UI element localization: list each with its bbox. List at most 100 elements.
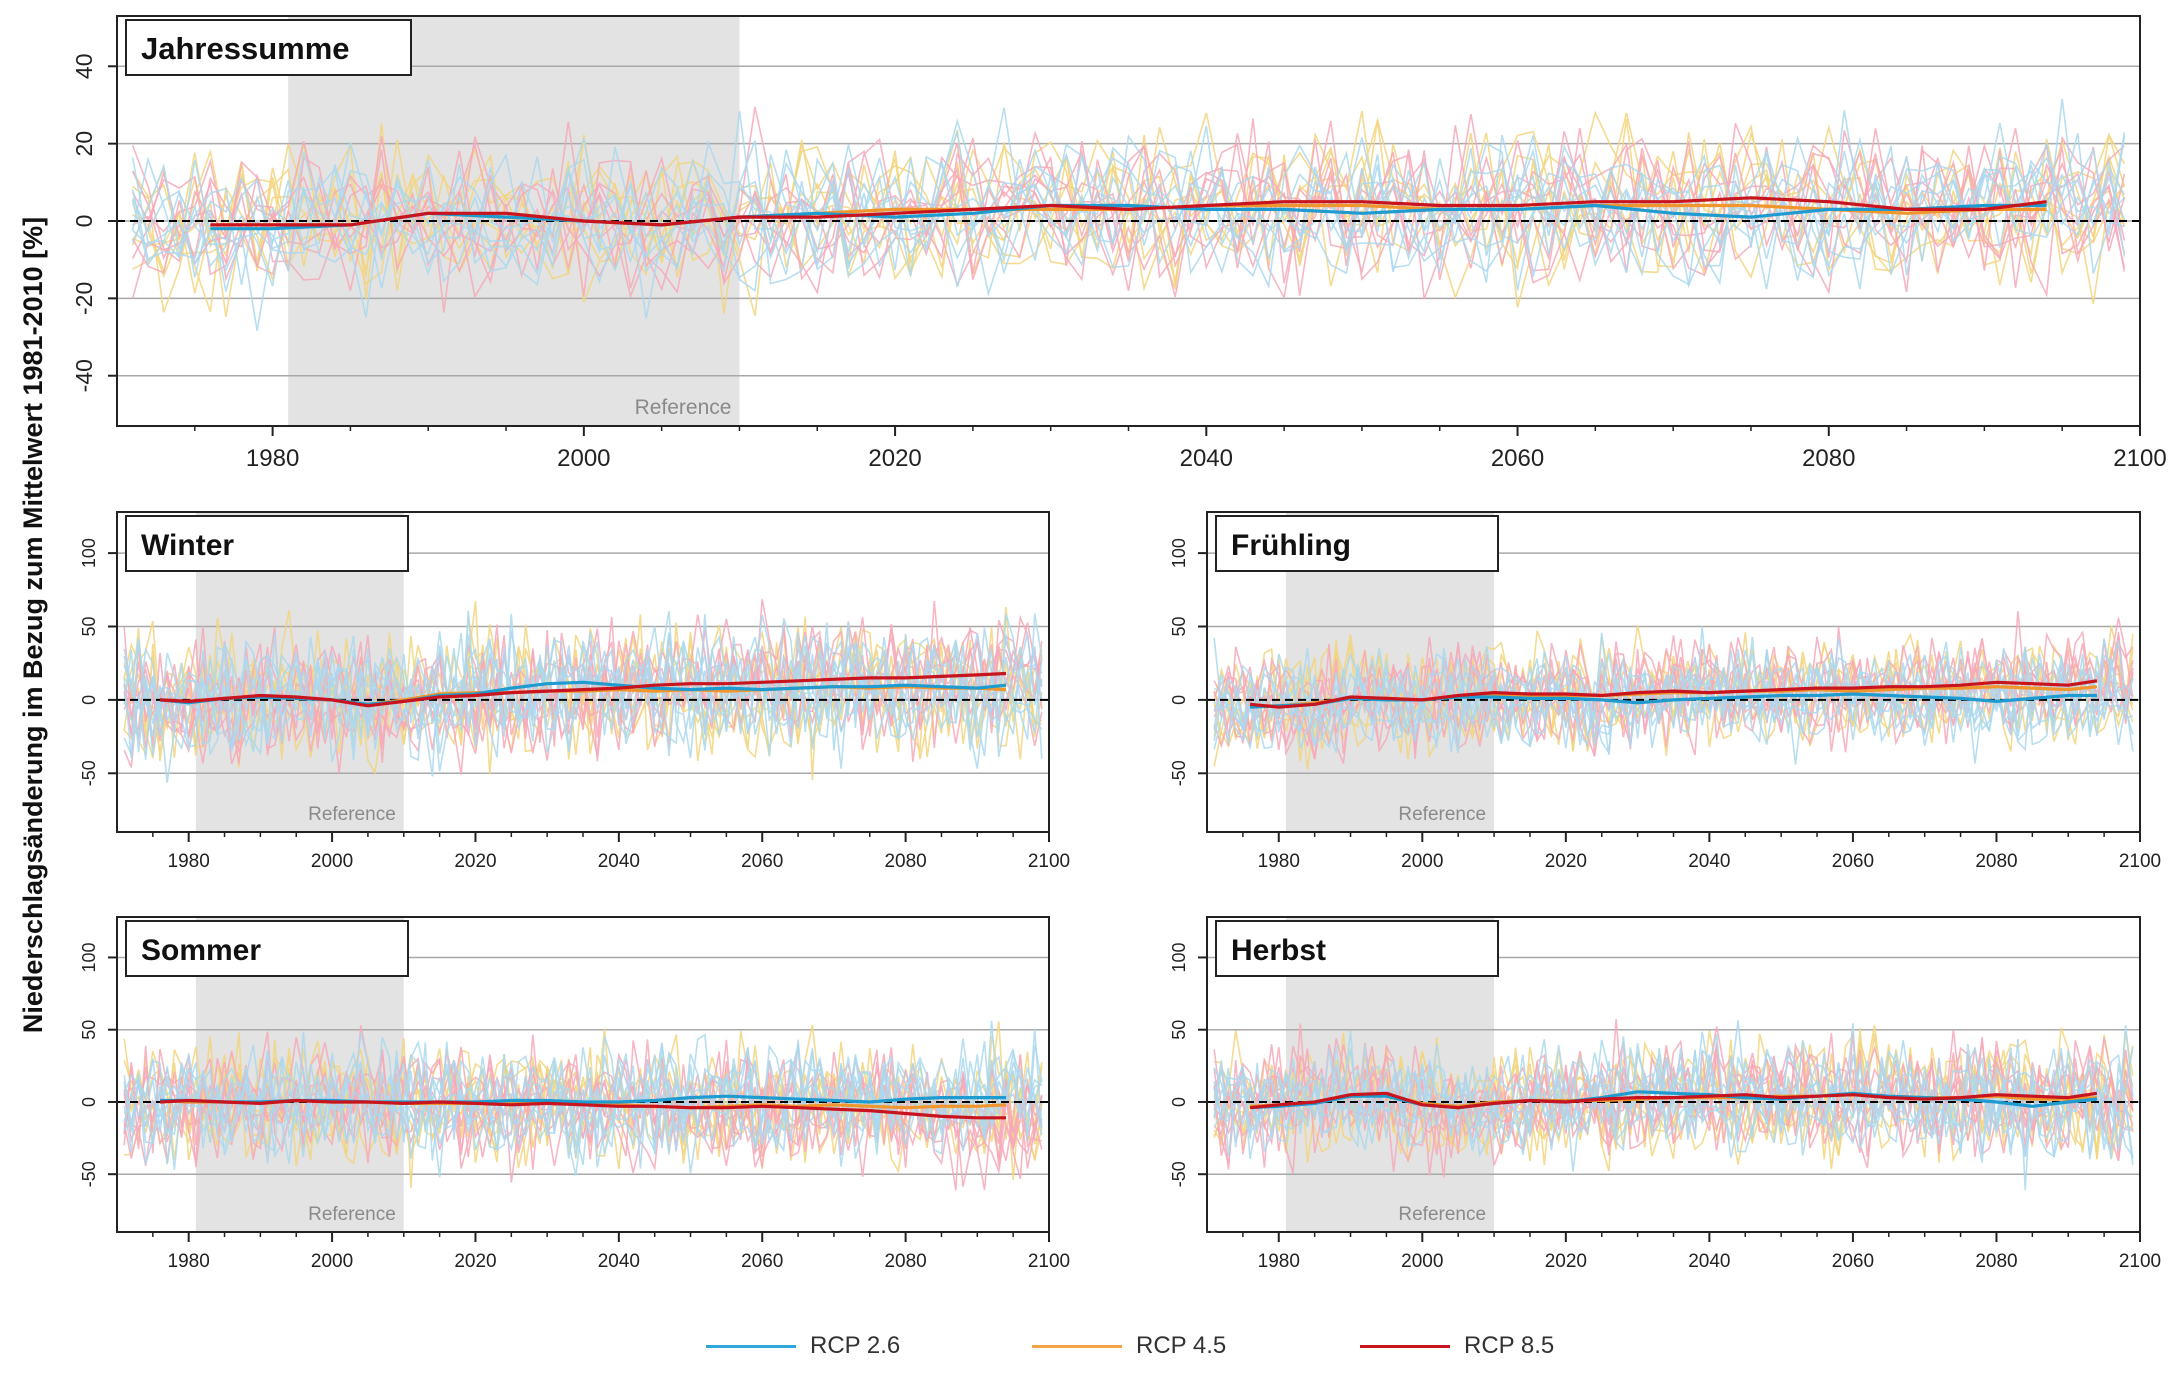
x-tick-label: 2080 xyxy=(1975,851,2017,872)
x-tick-label: 2060 xyxy=(741,851,783,872)
mean-line-rcp85 xyxy=(210,196,2047,227)
ensemble-line-rcp26 xyxy=(1213,1023,2134,1191)
x-tick-label: 2040 xyxy=(1688,1251,1730,1272)
legend: RCP 2.6 RCP 4.5 RCP 8.5 xyxy=(700,1326,1600,1366)
panel-title: Frühling xyxy=(1231,529,1351,562)
x-tick-label: 2100 xyxy=(2119,1251,2161,1272)
ensemble-members xyxy=(123,1020,1043,1191)
reference-label: Reference xyxy=(308,804,396,825)
x-tick-label: 2020 xyxy=(454,851,496,872)
ensemble-line-rcp85 xyxy=(131,106,2126,313)
y-tick-label: -50 xyxy=(79,760,99,786)
x-tick-label: 2060 xyxy=(1832,1251,1874,1272)
mean-line-rcp85 xyxy=(159,671,1007,708)
panel-title: Herbst xyxy=(1231,934,1326,967)
ensemble-line-rcp26 xyxy=(1213,638,2134,748)
x-tick-label: 2080 xyxy=(884,1251,926,1272)
panel-herbst: Reference Herbst 1980 2000 2020 2040 2060 2080 2… xyxy=(1169,916,2161,1272)
ensemble-members xyxy=(1213,1019,2134,1191)
ensemble-line-rcp26 xyxy=(131,136,2125,298)
x-tick-label: 2000 xyxy=(311,1251,353,1272)
legend-label-rcp45: RCP 4.5 xyxy=(1136,1332,1227,1359)
legend-item-rcp26: RCP 2.6 xyxy=(706,1326,900,1366)
panel-fruehling: Reference Frühling 1980 2000 2020 2040 2060 208… xyxy=(1169,511,2161,872)
reference-label: Reference xyxy=(1398,1204,1486,1225)
mean-line-rcp26 xyxy=(210,203,2047,231)
y-tick-label: 50 xyxy=(1169,1020,1189,1040)
x-tick-label: 2060 xyxy=(1832,851,1874,872)
x-tick-label: 1980 xyxy=(1258,851,1300,872)
panel-title-box xyxy=(125,920,409,977)
mean-line-rcp85 xyxy=(159,1098,1006,1120)
ensemble-line-rcp26 xyxy=(1213,1024,2134,1159)
ensemble-line-rcp26 xyxy=(123,622,1043,762)
panel-sommer: Reference Sommer 1980 2000 2020 2040 2060 2080 2… xyxy=(79,916,1070,1272)
legend-swatch-rcp45 xyxy=(1032,1344,1122,1348)
reference-label: Reference xyxy=(308,1204,396,1225)
ensemble-line-rcp26 xyxy=(123,634,1043,761)
y-tick-label: 0 xyxy=(1169,695,1189,705)
x-tick-label: 2020 xyxy=(1545,851,1587,872)
ensemble-line-rcp26 xyxy=(1213,1030,2134,1163)
mean-line-rcp85 xyxy=(1249,1091,2098,1110)
x-tick-label: 2040 xyxy=(598,1251,640,1272)
x-tick-label: 1980 xyxy=(168,1251,210,1272)
y-tick-label: 100 xyxy=(79,942,99,972)
y-tick-label: 0 xyxy=(79,1097,99,1107)
y-tick-label: 100 xyxy=(79,538,99,568)
panel-title: Winter xyxy=(141,529,234,562)
x-tick-label: 1980 xyxy=(168,851,210,872)
ensemble-line-rcp26 xyxy=(1213,1031,2134,1159)
x-tick-label: 2000 xyxy=(1401,851,1443,872)
x-tick-label: 2000 xyxy=(1401,1251,1443,1272)
x-tick-label: 2020 xyxy=(868,445,921,472)
ensemble-line-rcp85 xyxy=(131,121,2126,299)
x-tick-label: 2080 xyxy=(1975,1251,2017,1272)
y-tick-label: 50 xyxy=(79,616,99,636)
panel-title: Sommer xyxy=(141,934,261,967)
y-tick-label: 0 xyxy=(1169,1097,1189,1107)
ensemble-line-rcp26 xyxy=(131,118,2126,286)
legend-item-rcp45: RCP 4.5 xyxy=(1032,1326,1226,1366)
x-tick-label: 2100 xyxy=(1028,1251,1070,1272)
y-tick-label: -40 xyxy=(71,359,97,392)
x-tick-label: 1980 xyxy=(1258,1251,1300,1272)
y-tick-label: -50 xyxy=(1169,1161,1189,1187)
x-tick-label: 2060 xyxy=(1491,445,1544,472)
panel-title-box xyxy=(1215,515,1499,572)
x-tick-label: 1980 xyxy=(246,445,299,472)
x-tick-label: 2000 xyxy=(557,445,610,472)
panel-title: Jahressumme xyxy=(141,31,350,66)
legend-label-rcp85: RCP 8.5 xyxy=(1464,1332,1555,1359)
x-tick-label: 2020 xyxy=(1545,1251,1587,1272)
panel-title-box xyxy=(125,19,412,76)
ensemble-line-rcp26 xyxy=(131,110,2125,283)
ensemble-line-rcp26 xyxy=(123,1037,1043,1165)
x-tick-label: 2040 xyxy=(1688,851,1730,872)
reference-label: Reference xyxy=(1398,804,1486,825)
reference-label: Reference xyxy=(635,396,732,419)
panel-title-box xyxy=(1215,920,1499,977)
y-tick-label: -50 xyxy=(79,1161,99,1187)
ensemble-line-rcp26 xyxy=(123,1042,1043,1161)
legend-swatch-rcp26 xyxy=(706,1344,796,1348)
y-tick-label: 50 xyxy=(1169,616,1189,636)
y-tick-label: 20 xyxy=(71,131,97,157)
x-tick-label: 2000 xyxy=(311,851,353,872)
y-tick-label: 40 xyxy=(71,53,97,79)
x-tick-label: 2060 xyxy=(741,1251,783,1272)
y-axis-label: Niederschlagsänderung im Bezug zum Mitte… xyxy=(18,217,48,1033)
x-tick-label: 2080 xyxy=(1802,445,1855,472)
y-tick-label: 100 xyxy=(1169,538,1189,568)
ensemble-line-rcp85 xyxy=(123,617,1043,768)
panel-winter: Reference Winter 1980 2000 2020 2040 2060 2080 2… xyxy=(79,511,1070,872)
x-tick-label: 2100 xyxy=(2113,445,2166,472)
ensemble-line-rcp85 xyxy=(131,131,2126,298)
ensemble-line-rcp45 xyxy=(132,120,2126,317)
legend-item-rcp85: RCP 8.5 xyxy=(1360,1326,1554,1366)
ensemble-line-rcp26 xyxy=(131,107,2126,319)
mean-line-rcp85 xyxy=(1249,679,2098,709)
